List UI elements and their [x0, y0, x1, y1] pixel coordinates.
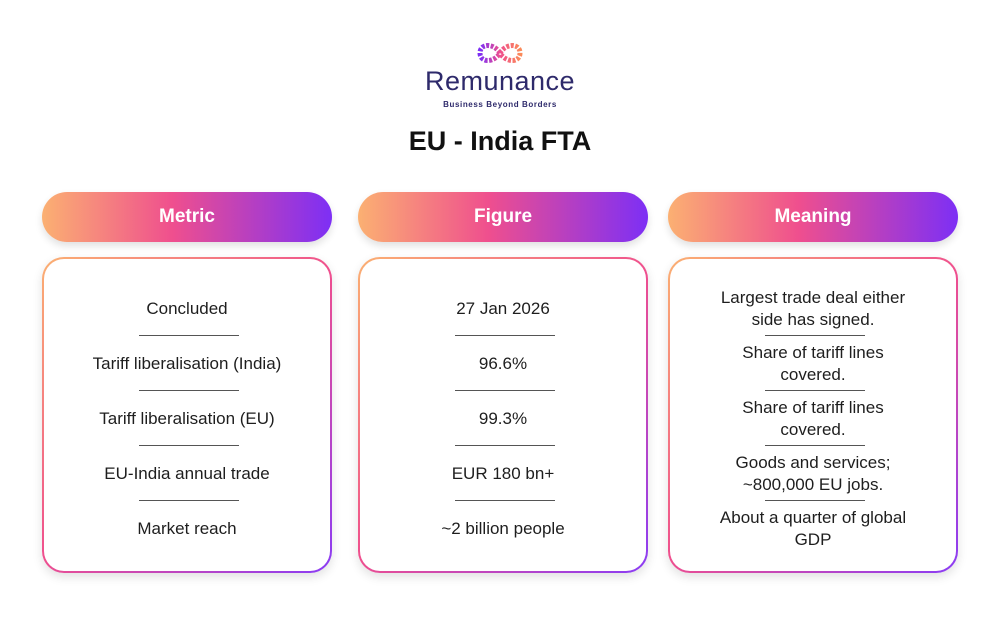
divider	[139, 390, 239, 391]
row: 99.3%	[360, 391, 646, 446]
divider	[139, 335, 239, 336]
row: Share of tariff lines covered.	[670, 336, 956, 391]
row: EU-India annual trade	[44, 446, 330, 501]
row: ~2 billion people	[360, 501, 646, 556]
row: 27 Jan 2026	[360, 281, 646, 336]
column-header: Figure	[358, 192, 648, 242]
divider	[765, 335, 865, 336]
row: Goods and services; ~800,000 EU jobs.	[670, 446, 956, 501]
column-card: Largest trade deal either side has signe…	[668, 257, 958, 573]
cell-text: Largest trade deal either side has signe…	[720, 287, 906, 329]
column-card: 27 Jan 2026 96.6% 99.3% EUR 180 bn+ ~2 billi…	[358, 257, 648, 573]
cell-text: Share of tariff lines covered.	[742, 397, 884, 439]
cell-text: EU-India annual trade	[104, 463, 270, 483]
cell-text: Concluded	[146, 298, 228, 318]
cell-text: 99.3%	[478, 408, 528, 428]
cell-text: Market reach	[137, 518, 237, 538]
cell-text: About a quarter of global GDP	[719, 507, 907, 549]
divider	[455, 390, 555, 391]
divider	[455, 445, 555, 446]
cell-text: Share of tariff lines covered.	[742, 342, 884, 384]
row: EUR 180 bn+	[360, 446, 646, 501]
row: Share of tariff lines covered.	[670, 391, 956, 446]
cell-text: 27 Jan 2026	[456, 298, 550, 318]
divider	[765, 390, 865, 391]
row: Tariff liberalisation (India)	[44, 336, 330, 391]
cell-text: Goods and services; ~800,000 EU jobs.	[735, 452, 891, 494]
divider	[139, 445, 239, 446]
row: About a quarter of global GDP	[670, 501, 956, 556]
row: Market reach	[44, 501, 330, 556]
row: Tariff liberalisation (EU)	[44, 391, 330, 446]
row: Largest trade deal either side has signe…	[670, 281, 956, 336]
divider	[765, 445, 865, 446]
brand-name: Remunance	[424, 66, 576, 96]
row: 96.6%	[360, 336, 646, 391]
divider	[455, 500, 555, 501]
column-header: Metric	[42, 192, 332, 242]
logo-icon	[477, 43, 523, 63]
column-card: Concluded Tariff liberalisation (India) Ta…	[42, 257, 332, 573]
brand-tagline: Business Beyond Borders	[443, 100, 557, 109]
column-header: Meaning	[668, 192, 958, 242]
divider	[455, 335, 555, 336]
cell-text: 96.6%	[478, 353, 528, 373]
page-title: EU - India FTA	[408, 126, 592, 156]
cell-text: EUR 180 bn+	[451, 463, 555, 483]
cell-text: Tariff liberalisation (India)	[92, 353, 282, 373]
cell-text: Tariff liberalisation (EU)	[99, 408, 275, 428]
cell-text: ~2 billion people	[441, 518, 565, 538]
row: Concluded	[44, 281, 330, 336]
divider	[765, 500, 865, 501]
divider	[139, 500, 239, 501]
